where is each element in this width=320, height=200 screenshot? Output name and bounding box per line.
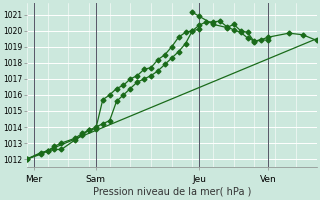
X-axis label: Pression niveau de la mer( hPa ): Pression niveau de la mer( hPa ) — [92, 187, 251, 197]
